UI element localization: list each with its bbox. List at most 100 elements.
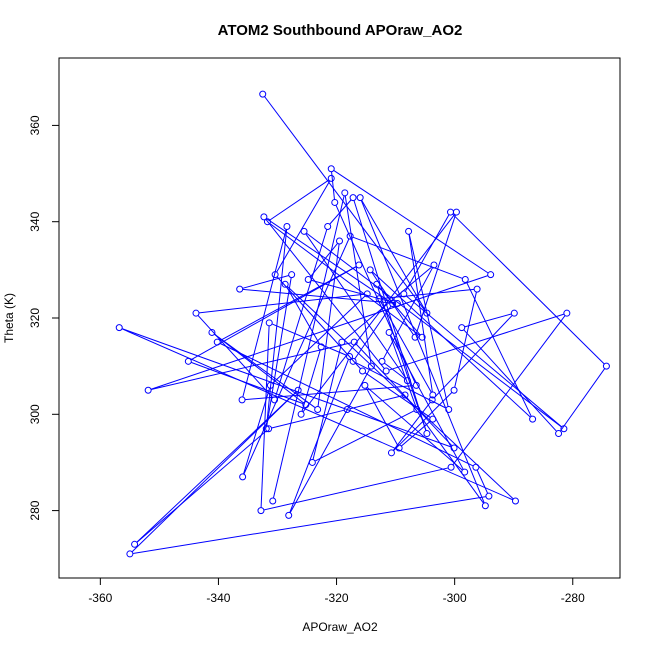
x-axis: -360 -340 -320 -300 -280 bbox=[88, 577, 585, 605]
line-segment bbox=[464, 313, 512, 328]
data-point bbox=[473, 285, 481, 293]
line-segment bbox=[197, 315, 273, 398]
data-point bbox=[317, 343, 325, 351]
chart-title: ATOM2 Southbound APOraw_AO2 bbox=[218, 22, 463, 39]
data-point bbox=[461, 468, 469, 476]
line-segment bbox=[198, 293, 365, 314]
data-point bbox=[324, 223, 332, 231]
line-segment bbox=[260, 325, 270, 508]
line-segment bbox=[272, 295, 366, 384]
line-segment bbox=[266, 277, 292, 426]
line-segment bbox=[331, 171, 335, 200]
x-axis-label: APOraw_AO2 bbox=[302, 620, 378, 634]
line-segment bbox=[150, 342, 352, 391]
data-point bbox=[263, 218, 271, 226]
line-segment bbox=[312, 344, 342, 460]
line-segment bbox=[190, 361, 304, 405]
data-point bbox=[271, 396, 279, 404]
line-segment bbox=[214, 333, 304, 404]
data-point bbox=[361, 381, 369, 389]
data-point bbox=[412, 381, 420, 389]
data-point bbox=[403, 377, 411, 385]
data-point bbox=[283, 223, 291, 231]
line-segment bbox=[287, 285, 514, 500]
line-segment bbox=[349, 395, 403, 410]
line-segment bbox=[393, 391, 453, 452]
data-point bbox=[485, 492, 493, 500]
line-segment bbox=[559, 368, 606, 432]
data-point bbox=[266, 381, 274, 389]
data-point bbox=[239, 473, 247, 481]
line-segment bbox=[132, 496, 487, 554]
data-point bbox=[131, 540, 139, 548]
line-segment bbox=[405, 295, 562, 428]
y-tick-label: 340 bbox=[28, 211, 42, 231]
line-segment bbox=[433, 315, 513, 399]
line-segment bbox=[378, 286, 421, 336]
line-segment bbox=[264, 96, 426, 312]
line-segment bbox=[136, 391, 297, 543]
line-segment bbox=[452, 315, 566, 466]
data-point bbox=[308, 458, 316, 466]
data-point bbox=[271, 271, 279, 279]
line-segment bbox=[310, 279, 395, 304]
line-segment bbox=[380, 301, 432, 393]
data-point bbox=[327, 174, 335, 182]
data-point bbox=[395, 444, 403, 452]
data-point bbox=[447, 463, 455, 471]
line-segment bbox=[276, 180, 331, 273]
line-segment bbox=[454, 291, 477, 388]
data-point bbox=[262, 425, 270, 433]
line-segment bbox=[463, 329, 557, 432]
data-point bbox=[115, 324, 123, 332]
line-segment bbox=[305, 233, 407, 379]
data-point bbox=[382, 367, 390, 375]
line-segment bbox=[415, 214, 456, 335]
data-point bbox=[367, 362, 375, 370]
line-segment bbox=[289, 359, 349, 513]
line-segment bbox=[265, 218, 385, 369]
data-point bbox=[349, 194, 357, 202]
line-segment bbox=[355, 343, 453, 447]
line-segment bbox=[276, 276, 361, 370]
line-segment bbox=[408, 234, 449, 407]
x-tick-label: -360 bbox=[88, 591, 112, 605]
line-segment bbox=[366, 386, 463, 471]
data-point bbox=[300, 227, 308, 235]
series-line bbox=[121, 96, 606, 554]
y-axis-label: Theta (K) bbox=[2, 293, 16, 343]
data-point bbox=[192, 309, 200, 317]
data-point bbox=[338, 338, 346, 346]
data-point bbox=[450, 386, 458, 394]
line-segment bbox=[121, 328, 513, 501]
line-segment bbox=[361, 199, 426, 311]
line-segment bbox=[360, 200, 485, 504]
data-point bbox=[458, 324, 466, 332]
line-segment bbox=[263, 467, 449, 511]
data-point bbox=[429, 391, 437, 399]
line-segment bbox=[242, 274, 289, 289]
data-point bbox=[401, 391, 409, 399]
data-point bbox=[304, 275, 312, 283]
data-point bbox=[331, 198, 339, 206]
line-segment bbox=[476, 469, 489, 494]
line-segment bbox=[401, 420, 431, 447]
line-segment bbox=[150, 275, 488, 390]
data-point bbox=[213, 338, 221, 346]
y-tick-label: 360 bbox=[28, 115, 42, 135]
data-point bbox=[350, 338, 358, 346]
data-point bbox=[359, 367, 367, 375]
plot-area-frame bbox=[58, 57, 621, 579]
data-point bbox=[355, 261, 363, 269]
data-point bbox=[481, 502, 489, 510]
data-point bbox=[423, 430, 431, 438]
line-segment bbox=[301, 349, 321, 412]
data-point bbox=[257, 507, 265, 515]
x-tick-label: -340 bbox=[206, 591, 230, 605]
y-tick-label: 280 bbox=[28, 500, 42, 520]
data-point bbox=[411, 333, 419, 341]
y-tick-label: 300 bbox=[28, 404, 42, 424]
line-segment bbox=[382, 288, 475, 299]
data-point bbox=[294, 386, 302, 394]
